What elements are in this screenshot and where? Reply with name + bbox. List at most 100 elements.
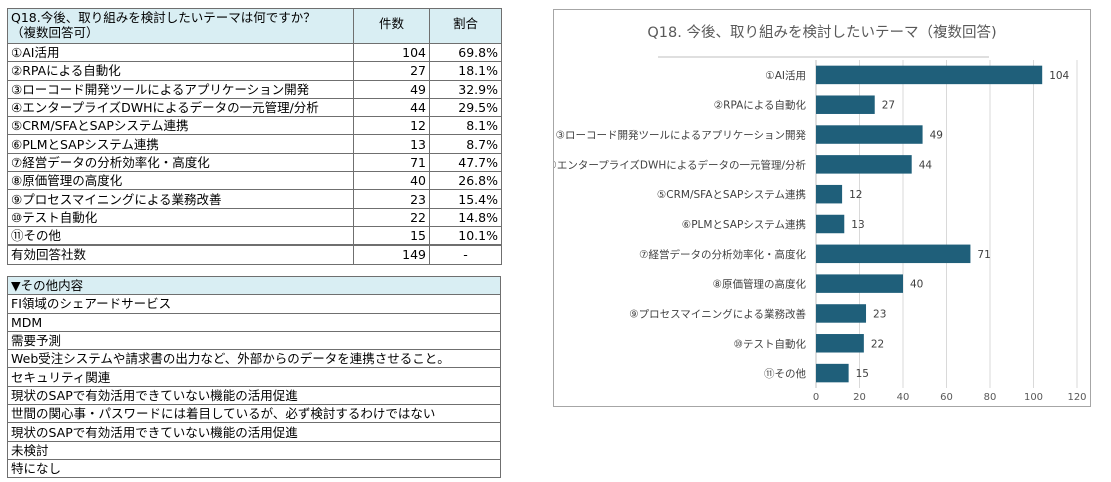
value-label: 44 [919,159,933,171]
survey-row-label: ⑥PLMとSAPシステム連携 [7,134,354,154]
value-label: 22 [871,338,884,350]
survey-row-ratio: 47.7% [429,152,502,173]
question-subtext: （複数回答可） [11,25,99,40]
value-label: 12 [849,189,862,201]
category-label: ③ローコード開発ツールによるアプリケーション開発 [556,129,807,142]
other-comment-item: 需要予測 [7,330,501,351]
category-label: ①AI活用 [765,70,806,82]
category-label: ④エンタープライズDWHによるデータの一元管理/分析 [554,158,806,171]
survey-row-count: 22 [353,207,430,227]
survey-row-count: 40 [353,171,430,191]
other-comment-row: 需要予測 [7,330,501,351]
survey-row-label: ⑪その他 [7,225,354,246]
value-label: 27 [882,100,895,112]
survey-row-ratio: 8.7% [429,134,502,154]
survey-row-ratio: 10.1% [429,225,502,246]
survey-row: ④エンタープライズDWHによるデータの一元管理/分析 44 29.5% [7,97,502,118]
survey-row: ⑧原価管理の高度化 40 26.8% [7,171,502,191]
chart-x-ticks: 0 20 40 60 80 100 120 [813,392,1087,403]
category-label: ⑨プロセスマイニングによる業務改善 [629,307,806,320]
other-comment-row: FI領域のシェアードサービス [7,294,501,314]
survey-row: ②RPAによる自動化 27 18.1% [7,61,502,81]
other-comment-item: セキュリティ関連 [7,367,501,387]
bar [816,244,971,264]
count-column-header: 件数 [353,8,430,44]
category-label: ⑪その他 [764,367,806,380]
question-header: Q18.今後、取り組みを検討したいテーマは何ですか？ （複数回答可） [7,8,354,44]
survey-header-row: Q18.今後、取り組みを検討したいテーマは何ですか？ （複数回答可） 件数 割合 [7,8,502,44]
x-tick-label: 80 [984,392,997,403]
x-tick-label: 20 [853,392,866,403]
bar-chart-svg: Q18. 今後、取り組みを検討したいテーマ（複数回答) ①AI活用 ②RPAによる… [554,24,1087,403]
survey-table: Q18.今後、取り組みを検討したいテーマは何ですか？ （複数回答可） 件数 割合… [7,8,502,265]
survey-row-label: ⑨プロセスマイニングによる業務改善 [7,189,354,209]
survey-row: ①AI活用 104 69.8% [7,42,502,63]
survey-row-label: ⑧原価管理の高度化 [7,171,354,191]
category-label: ⑤CRM/SFAとSAPシステム連携 [657,188,806,201]
chart-category-labels: ①AI活用 ②RPAによる自動化 ③ローコード開発ツールによるアプリケーション開発 ④… [554,70,806,380]
bar [816,334,864,353]
bar-chart: Q18. 今後、取り組みを検討したいテーマ（複数回答) ①AI活用 ②RPAによる… [553,9,1091,407]
x-tick-label: 100 [1024,392,1043,403]
other-comment-item: Web受注システムや請求書の出力など、外部からのデータを連携させること。 [7,349,501,369]
other-comment-row: MDM [7,312,501,332]
bar [816,125,923,144]
survey-row: ⑥PLMとSAPシステム連携 13 8.7% [7,134,502,154]
other-comment-row: 世間の関心事・パスワードには着目しているが、必ず検討するわけではない [7,404,501,424]
survey-row-label: ⑤CRM/SFAとSAPシステム連携 [7,116,354,136]
survey-row: ⑪その他 15 10.1% [7,225,502,246]
bar [816,155,912,174]
value-label: 23 [873,308,886,320]
survey-row-ratio: 26.8% [429,171,502,191]
chart-bars [816,65,1043,383]
survey-row-label: ①AI活用 [7,42,354,63]
other-comments-table: ▼その他内容 FI領域のシェアードサービス MDM 需要予測 Web受注システムや請求… [7,275,501,479]
survey-row-count: 49 [353,79,430,99]
survey-row-count: 104 [353,42,430,63]
other-comment-row: 未検討 [7,440,501,460]
chart-value-labels: 104 27 49 44 12 13 71 40 23 22 15 [849,70,1069,380]
survey-row-label: ⑦経営データの分析効率化・高度化 [7,152,354,173]
bar [816,184,843,204]
survey-row-label: ②RPAによる自動化 [7,61,354,81]
survey-row-count: 15 [353,225,430,246]
other-comment-item: 特になし [7,458,501,479]
other-comment-item: 世間の関心事・パスワードには着目しているが、必ず検討するわけではない [7,404,501,424]
survey-row-ratio: 29.5% [429,97,502,118]
other-comment-row: 特になし [7,458,501,479]
survey-row-ratio: 14.8% [429,207,502,227]
other-comment-row: Web受注システムや請求書の出力など、外部からのデータを連携させること。 [7,349,501,369]
survey-row-label: ③ローコード開発ツールによるアプリケーション開発 [7,79,354,99]
other-comment-item: 未検討 [7,440,501,460]
value-label: 71 [977,249,990,261]
bar [816,274,903,293]
other-comment-item: FI領域のシェアードサービス [7,294,501,314]
other-comment-item: 現状のSAPで有効活用できていない機能の活用促進 [7,385,501,406]
category-label: ⑦経営データの分析効率化・高度化 [639,248,806,261]
value-label: 13 [851,219,864,231]
value-label: 49 [930,130,943,142]
survey-row-count: 71 [353,152,430,173]
survey-row-ratio: 32.9% [429,79,502,99]
x-tick-label: 0 [813,392,819,403]
bar [816,304,867,323]
value-label: 40 [910,279,923,291]
survey-total-row: 有効回答社数 149- [7,244,502,265]
other-comment-item: 現状のSAPで有効活用できていない機能の活用促進 [7,422,501,442]
survey-row-ratio: 15.4% [429,189,502,209]
category-label: ⑩テスト自動化 [734,337,807,350]
value-label: 15 [856,368,869,380]
question-text: Q18.今後、取り組みを検討したいテーマは何ですか？ [11,10,316,25]
bar [816,65,1043,85]
other-comment-row: セキュリティ関連 [7,367,501,387]
chart-gridlines [815,60,1078,388]
ratio-column-header: 割合 [429,8,502,44]
total-ratio: - [429,244,502,265]
survey-row: ⑩テスト自動化 22 14.8% [7,207,502,227]
survey-row: ⑦経営データの分析効率化・高度化 71 47.7% [7,152,502,173]
survey-row-label: ④エンタープライズDWHによるデータの一元管理/分析 [7,97,354,118]
survey-row-count: 13 [353,134,430,154]
bar [816,95,875,114]
survey-row-label: ⑩テスト自動化 [7,207,354,227]
survey-row-ratio: 8.1% [429,116,502,136]
